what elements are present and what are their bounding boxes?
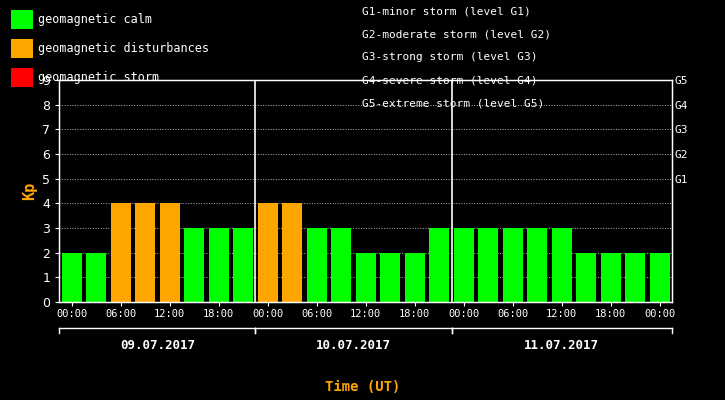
Text: G5-extreme storm (level G5): G5-extreme storm (level G5) [362,99,544,109]
Bar [527,228,547,302]
Text: G3-strong storm (level G3): G3-strong storm (level G3) [362,52,538,62]
Bar [209,228,229,302]
Bar [282,203,302,302]
Bar [62,253,82,302]
Bar [184,228,204,302]
Bar [233,228,253,302]
Bar [331,228,352,302]
Text: G4-severe storm (level G4): G4-severe storm (level G4) [362,76,538,86]
Bar [356,253,376,302]
Bar [380,253,400,302]
Text: 10.07.2017: 10.07.2017 [316,339,391,352]
Text: 11.07.2017: 11.07.2017 [524,339,600,352]
Bar [478,228,498,302]
Text: geomagnetic disturbances: geomagnetic disturbances [38,42,210,55]
Text: G1-minor storm (level G1): G1-minor storm (level G1) [362,6,531,16]
Text: geomagnetic calm: geomagnetic calm [38,13,152,26]
Y-axis label: Kp: Kp [22,182,37,200]
Bar [405,253,425,302]
Bar [429,228,450,302]
Bar [307,228,327,302]
Bar [160,203,180,302]
Bar [454,228,474,302]
Text: geomagnetic storm: geomagnetic storm [38,71,160,84]
Bar [625,253,645,302]
Bar [576,253,597,302]
Bar [135,203,155,302]
Bar [86,253,107,302]
Text: G2-moderate storm (level G2): G2-moderate storm (level G2) [362,29,552,39]
Bar [111,203,130,302]
Bar [601,253,621,302]
Text: 09.07.2017: 09.07.2017 [120,339,195,352]
Bar [650,253,670,302]
Bar [502,228,523,302]
Text: Time (UT): Time (UT) [325,380,400,394]
Bar [257,203,278,302]
Bar [552,228,572,302]
